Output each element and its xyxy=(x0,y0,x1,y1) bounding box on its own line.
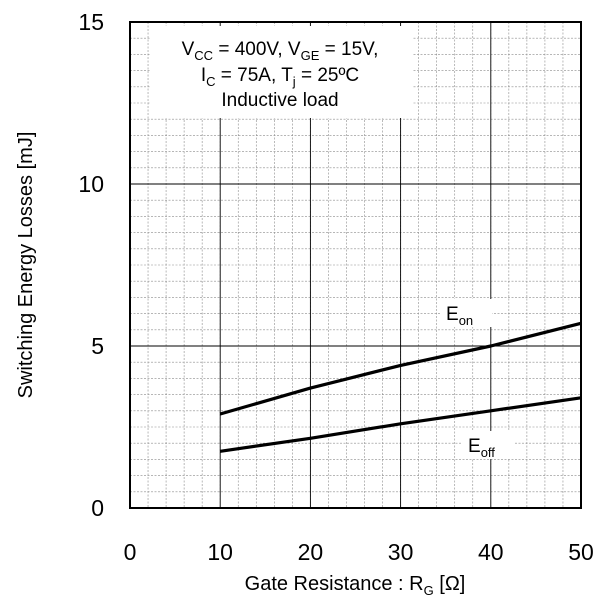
y-tick-label: 15 xyxy=(78,9,104,35)
y-tick-label: 5 xyxy=(91,333,104,359)
series-label-eon: Eon xyxy=(446,304,473,328)
eoff-label-bg xyxy=(462,431,514,459)
x-tick-label: 0 xyxy=(124,539,137,565)
y-tick-label: 0 xyxy=(91,495,104,521)
y-axis-label: Switching Energy Losses [mJ] xyxy=(15,132,37,399)
series-line-eoff xyxy=(219,396,582,453)
eon-label-bg xyxy=(440,299,492,327)
y-tick-labels: 0 5 10 15 xyxy=(78,9,104,521)
x-tick-label: 10 xyxy=(207,539,233,565)
y-tick-label: 10 xyxy=(78,171,104,197)
conditions-line-1: VCC = 400V, VGE = 15V, xyxy=(182,39,379,63)
series-layer xyxy=(219,321,582,453)
x-tick-label: 20 xyxy=(298,539,324,565)
x-axis-label: Gate Resistance : RG [Ω] xyxy=(245,573,466,598)
conditions-line-2: IC = 75A, Tj = 25ºC xyxy=(201,65,359,89)
conditions-line-3: Inductive load xyxy=(221,90,338,111)
series-label-eoff: Eoff xyxy=(468,436,495,460)
series-line-eon xyxy=(219,321,582,416)
x-tick-label: 40 xyxy=(478,539,504,565)
x-tick-label: 50 xyxy=(568,539,594,565)
x-tick-labels: 0 10 20 30 40 50 xyxy=(124,539,594,565)
conditions-box xyxy=(150,26,412,118)
x-tick-label: 30 xyxy=(388,539,414,565)
plot-frame xyxy=(129,21,582,509)
